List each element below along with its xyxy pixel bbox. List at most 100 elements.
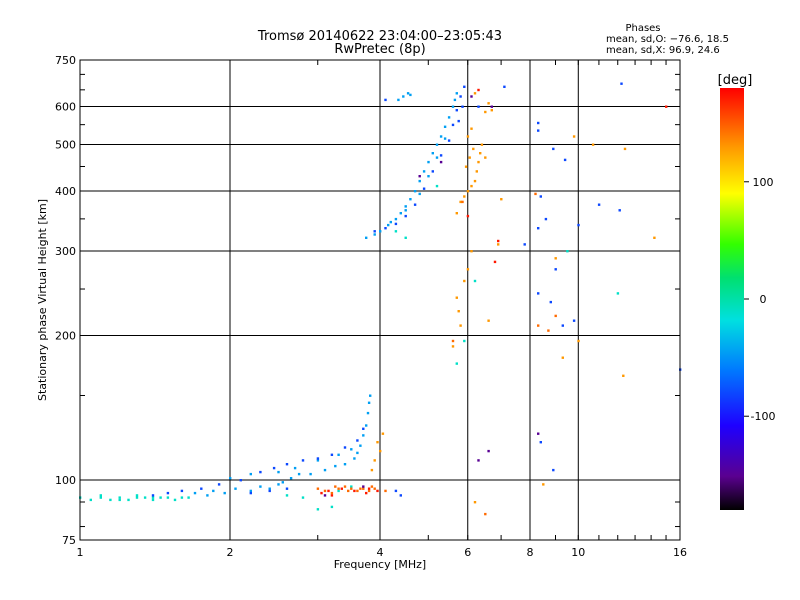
data-point xyxy=(285,494,289,497)
data-point xyxy=(397,98,400,102)
data-point xyxy=(384,489,387,493)
y-tick-label: 300 xyxy=(55,245,76,258)
data-point xyxy=(285,487,289,490)
data-point xyxy=(337,453,340,456)
y-tick-label: 100 xyxy=(55,474,76,487)
data-point xyxy=(561,324,564,327)
data-point xyxy=(353,489,356,493)
data-point xyxy=(463,85,466,88)
data-point xyxy=(566,250,569,253)
data-point xyxy=(539,441,542,444)
data-point xyxy=(376,441,379,444)
data-point xyxy=(470,95,473,98)
data-point xyxy=(409,198,412,201)
data-point xyxy=(547,329,550,332)
data-point xyxy=(455,296,458,299)
data-point xyxy=(418,179,421,183)
y-tick-label: 500 xyxy=(55,139,76,152)
data-point xyxy=(591,143,595,146)
data-point xyxy=(229,477,232,480)
data-point xyxy=(99,494,102,497)
data-point xyxy=(537,129,540,132)
data-point xyxy=(362,427,365,430)
data-point xyxy=(620,82,623,85)
data-point xyxy=(537,324,540,327)
data-point xyxy=(347,489,350,493)
data-point xyxy=(422,170,426,173)
data-point xyxy=(409,93,412,97)
data-point xyxy=(447,139,451,142)
y-axis-ticks: 75 100 200 300 400 500 600 750 xyxy=(55,54,680,547)
data-point xyxy=(173,498,177,502)
data-point xyxy=(653,236,656,239)
data-point xyxy=(334,485,337,488)
data-point xyxy=(151,494,155,497)
data-point xyxy=(413,203,417,206)
x-axis-label: Frequency [MHz] xyxy=(334,558,426,571)
x-tick-label: 16 xyxy=(673,546,687,559)
data-point xyxy=(618,209,621,212)
data-point xyxy=(293,466,297,470)
data-point xyxy=(350,485,353,488)
data-point xyxy=(118,496,121,499)
data-point xyxy=(470,250,473,253)
data-point xyxy=(323,489,327,493)
y-tick-label: 600 xyxy=(55,101,76,114)
data-point xyxy=(563,158,567,162)
data-point xyxy=(370,468,374,472)
data-point xyxy=(413,190,417,193)
data-point xyxy=(443,125,447,128)
data-point xyxy=(523,243,526,246)
data-point xyxy=(406,92,410,95)
data-point xyxy=(259,470,262,474)
data-point xyxy=(493,260,497,264)
data-point xyxy=(365,236,368,239)
data-point xyxy=(343,446,347,449)
data-point xyxy=(455,212,458,215)
data-point xyxy=(166,491,170,495)
data-point xyxy=(402,95,405,98)
data-point xyxy=(180,496,184,499)
data-point xyxy=(373,487,376,490)
phases-stat-o: mean, sd,O: −76.6, 18.5 xyxy=(606,34,729,45)
data-point xyxy=(159,496,162,499)
x-tick-label: 6 xyxy=(464,546,471,559)
data-point xyxy=(435,184,439,188)
data-point xyxy=(373,459,376,462)
data-point xyxy=(362,485,365,488)
data-point xyxy=(439,154,443,157)
data-point xyxy=(118,498,121,502)
data-point xyxy=(544,217,548,221)
data-point xyxy=(277,483,280,486)
data-point xyxy=(362,434,365,437)
data-point xyxy=(455,362,458,365)
data-point xyxy=(427,160,430,164)
x-axis-ticks: 1 2 4 6 8 10 16 xyxy=(77,60,687,559)
data-point xyxy=(384,227,387,230)
data-point xyxy=(457,310,460,313)
data-point xyxy=(387,223,390,227)
data-point xyxy=(316,459,320,462)
data-point xyxy=(616,292,620,295)
data-point xyxy=(577,339,580,343)
data-point xyxy=(484,156,487,159)
data-point xyxy=(461,200,464,204)
data-point xyxy=(475,170,478,173)
scatter-points xyxy=(79,82,682,516)
colorbar-tick-label: 0 xyxy=(760,293,767,306)
y-tick-label: 200 xyxy=(55,330,76,343)
data-point xyxy=(316,508,320,511)
data-point xyxy=(431,170,434,173)
data-point xyxy=(464,165,468,168)
data-point xyxy=(272,466,276,470)
data-point xyxy=(427,175,430,178)
data-point xyxy=(404,214,407,218)
data-point xyxy=(309,472,312,476)
data-point xyxy=(479,152,482,155)
data-point xyxy=(572,319,576,322)
data-point xyxy=(381,432,385,435)
y-tick-label: 750 xyxy=(55,54,76,67)
data-point xyxy=(394,217,398,221)
data-point xyxy=(431,152,434,155)
data-point xyxy=(334,464,337,468)
